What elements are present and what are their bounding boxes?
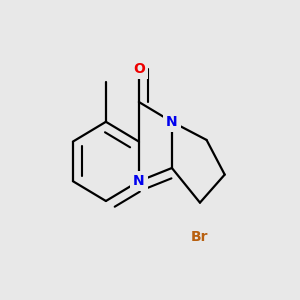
Text: N: N — [166, 115, 178, 129]
Text: Br: Br — [191, 230, 209, 244]
Text: N: N — [133, 174, 145, 188]
Text: O: O — [133, 62, 145, 76]
